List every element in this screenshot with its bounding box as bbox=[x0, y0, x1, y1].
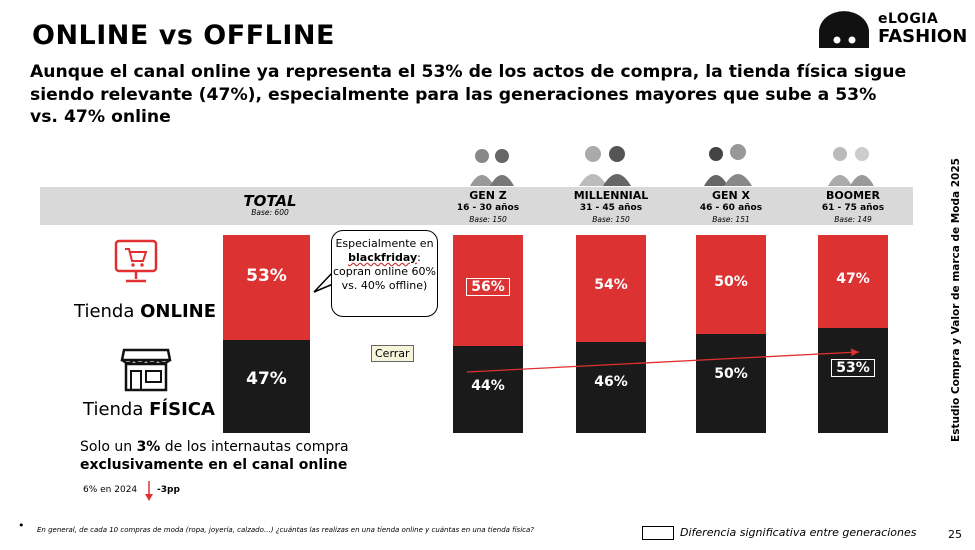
note-line2: exclusivamente en el canal online bbox=[80, 457, 348, 473]
total-label: TOTAL bbox=[243, 192, 297, 210]
study-side-label: Estudio Compra y Valor de marca de Moda … bbox=[946, 158, 966, 443]
bar-value-label: 47% bbox=[246, 369, 287, 390]
bar-fisica-segment: 50% bbox=[696, 334, 766, 433]
blackfriday-callout: Especialmente en blackfriday: copran onl… bbox=[331, 230, 438, 317]
down-arrow-icon bbox=[145, 481, 153, 501]
bar-value-label: 47% bbox=[836, 270, 870, 287]
fisica-prefix: Tienda bbox=[83, 399, 150, 420]
bar-value-label: 50% bbox=[714, 273, 748, 290]
bar-label-wrap: 50% bbox=[696, 274, 766, 290]
bar-label-wrap: 44% bbox=[453, 378, 523, 394]
generation-base: Base: 150 bbox=[469, 215, 507, 224]
delta-label: -3pp bbox=[157, 485, 180, 495]
note-line1-c: de los internautas compra bbox=[160, 439, 349, 455]
millennial-portrait bbox=[573, 140, 637, 186]
generation-age-range: 31 - 45 años bbox=[579, 203, 643, 213]
legend-text: Diferencia significativa entre generacio… bbox=[680, 526, 917, 539]
bar-label-wrap: 53% bbox=[223, 266, 310, 286]
logo-line1: eLOGIA bbox=[878, 11, 939, 27]
bar-fisica-segment: 53% bbox=[818, 328, 888, 433]
logo-line2: FASHION bbox=[878, 26, 968, 47]
significance-legend: Diferencia significativa entre generacio… bbox=[642, 526, 916, 540]
generation-header: MILLENNIAL 31 - 45 años Base: 150 bbox=[551, 190, 671, 226]
close-button[interactable]: Cerrar bbox=[371, 345, 414, 362]
bar-label-wrap: 56% bbox=[453, 278, 523, 296]
bar-label-wrap: 50% bbox=[696, 366, 766, 382]
exclusive-online-note: Solo un 3% de los internautas compra exc… bbox=[80, 438, 349, 474]
genx-portrait bbox=[700, 140, 756, 186]
bar-fisica-segment: 44% bbox=[453, 345, 523, 433]
bar-value-label: 54% bbox=[594, 277, 628, 294]
trend-arrow bbox=[466, 348, 860, 373]
legend-box-icon bbox=[642, 526, 674, 540]
side-text: Estudio Compra y Valor de marca de Moda … bbox=[950, 158, 962, 442]
generation-age-range: 61 - 75 años bbox=[821, 203, 885, 213]
note-line1-b: 3% bbox=[136, 439, 161, 455]
physical-store-icon bbox=[120, 346, 172, 396]
callout-text-after: : copran online 60% vs. 40% offline) bbox=[333, 251, 436, 292]
header-band bbox=[40, 187, 913, 225]
fisica-bold: FÍSICA bbox=[149, 399, 215, 420]
bar-label-wrap: 53% bbox=[818, 359, 888, 378]
generation-name: MILLENNIAL bbox=[573, 189, 649, 202]
online-prefix: Tienda bbox=[74, 301, 141, 322]
page-subtitle: Aunque el canal online ya representa el … bbox=[30, 62, 907, 127]
bar-online-segment: 47% bbox=[818, 235, 888, 329]
bar-online-segment: 53% bbox=[223, 235, 310, 340]
bar-value-label: 44% bbox=[471, 377, 505, 394]
logo-face-icon bbox=[819, 11, 869, 48]
question-footnote: En general, de cada 10 compras de moda (… bbox=[37, 526, 535, 534]
generation-age-range: 16 - 30 años bbox=[456, 203, 520, 213]
generation-name: GEN Z bbox=[469, 189, 507, 202]
generation-header: GEN X 46 - 60 años Base: 151 bbox=[671, 190, 791, 226]
online-store-icon bbox=[112, 238, 160, 290]
fisica-channel-label: Tienda FÍSICA bbox=[83, 399, 215, 420]
generation-base: Base: 149 bbox=[834, 215, 872, 224]
boomer-portrait bbox=[820, 142, 880, 186]
bullet-dot: • bbox=[18, 519, 25, 532]
genz-portrait bbox=[462, 144, 522, 186]
generation-header: BOOMER 61 - 75 años Base: 149 bbox=[793, 190, 913, 226]
callout-text-bold: blackfriday bbox=[348, 251, 418, 264]
bar-online-segment: 50% bbox=[696, 235, 766, 334]
online-channel-label: Tienda ONLINE bbox=[74, 301, 216, 322]
bar-fisica-segment: 47% bbox=[223, 339, 310, 433]
page-title: ONLINE vs OFFLINE bbox=[32, 20, 335, 51]
callout-tail bbox=[313, 271, 334, 293]
bar-online-segment: 56% bbox=[453, 235, 523, 346]
bar-label-wrap: 46% bbox=[576, 374, 646, 390]
bar-label-wrap: 54% bbox=[576, 277, 646, 293]
bar-value-label: 50% bbox=[714, 366, 748, 382]
bar-label-wrap: 47% bbox=[818, 271, 888, 287]
online-bold: ONLINE bbox=[140, 301, 217, 322]
bar-value-label: 56% bbox=[466, 278, 510, 296]
bar-online-segment: 54% bbox=[576, 235, 646, 342]
callout-text-before: Especialmente en bbox=[335, 237, 434, 250]
total-base: Base: 600 bbox=[251, 208, 289, 217]
generation-age-range: 46 - 60 años bbox=[699, 203, 763, 213]
generation-name: GEN X bbox=[711, 189, 751, 202]
total-header: TOTAL Base: 600 bbox=[200, 192, 340, 219]
brand-logo: eLOGIA FASHION bbox=[815, 10, 975, 50]
generation-header: GEN Z 16 - 30 años Base: 150 bbox=[428, 190, 548, 226]
note-line1-a: Solo un bbox=[80, 439, 137, 455]
generation-name: BOOMER bbox=[825, 189, 881, 202]
prev-year-label: 6% en 2024 bbox=[83, 485, 138, 495]
page-number: 25 bbox=[948, 528, 962, 541]
bar-value-label: 53% bbox=[246, 266, 287, 287]
generation-base: Base: 150 bbox=[592, 215, 630, 224]
bar-label-wrap: 47% bbox=[223, 369, 310, 389]
bar-value-label: 53% bbox=[831, 359, 875, 378]
bar-fisica-segment: 46% bbox=[576, 341, 646, 433]
generation-base: Base: 151 bbox=[712, 215, 750, 224]
bar-value-label: 46% bbox=[594, 373, 628, 390]
